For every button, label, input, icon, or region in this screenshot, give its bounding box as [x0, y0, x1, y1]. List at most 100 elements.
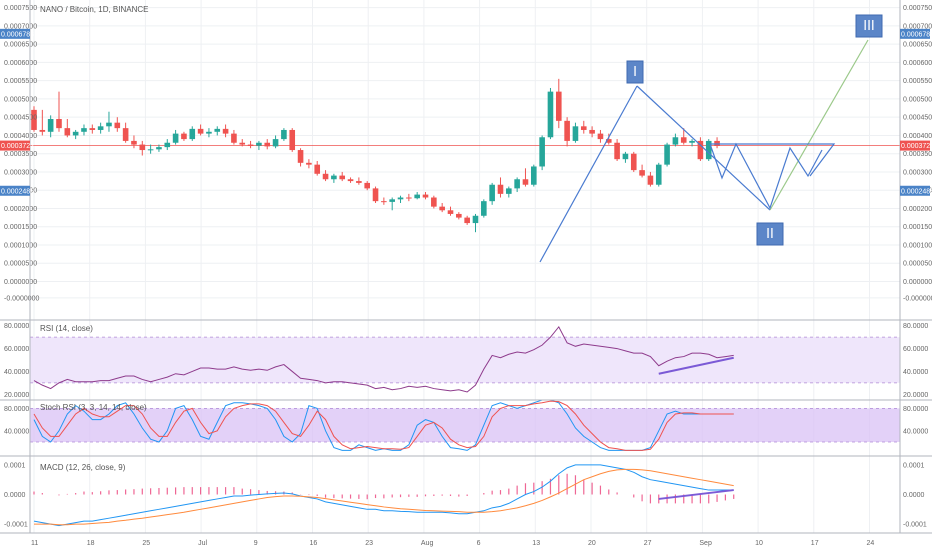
candle-body: [97, 126, 104, 130]
candle-body: [547, 91, 554, 138]
price-tick-right: 0.0001000: [903, 242, 932, 249]
candle-body: [214, 128, 221, 132]
candle-body: [614, 142, 620, 160]
candle-body: [356, 181, 362, 183]
price-tick-right: 0.0002000: [903, 206, 932, 213]
price-tick-left: 0.0006500: [4, 42, 37, 49]
price-tick-right: 0.0007000: [903, 23, 932, 30]
candle-body: [439, 206, 445, 211]
rsi-pane: [30, 325, 900, 393]
candle-body: [189, 128, 196, 140]
candle-body: [664, 144, 670, 165]
candle-body: [347, 179, 354, 182]
stoch-pane-tick-right: 80.0000: [903, 406, 928, 413]
candle-body: [622, 153, 629, 160]
candle-body: [297, 150, 304, 163]
candle-body: [239, 142, 246, 145]
candle-body: [497, 184, 504, 194]
candle-body: [431, 197, 437, 207]
price-badge-right: [900, 28, 930, 39]
rsi-pane-tick-left: 20.0000: [4, 392, 29, 399]
rsi-pane-tick-right: 40.0000: [903, 369, 928, 376]
candle-body: [672, 137, 679, 145]
candle-body: [422, 194, 429, 198]
grid: [30, 0, 900, 533]
candle-body: [414, 194, 420, 199]
date-tick: 10: [755, 540, 763, 547]
date-tick: Sep: [699, 540, 712, 547]
macd-pane-tick-right: -0.0001: [903, 522, 927, 529]
rsi-pane-tick-left: 80.0000: [4, 323, 29, 330]
candle-body: [506, 188, 512, 194]
candle-body: [464, 217, 470, 224]
macd-title: MACD (12, 26, close, 9): [40, 463, 126, 472]
candle-body: [47, 119, 54, 132]
candle-body: [231, 133, 237, 143]
date-tick: 11: [31, 540, 38, 547]
candle-body: [156, 147, 162, 150]
candle-body: [222, 128, 229, 134]
price-tick-right: 0.0000500: [903, 261, 932, 268]
price-tick-left: 0.0007500: [4, 5, 37, 12]
candle-body: [655, 164, 662, 185]
price-tick-right: 0.0005000: [903, 96, 932, 103]
price-tick-right: 0.0006000: [903, 60, 932, 67]
macd-pane-tick-right: 0.0000: [903, 492, 925, 499]
wave-label: III: [863, 19, 875, 34]
candle-body: [522, 179, 529, 185]
candle-body: [580, 126, 587, 130]
wave-line: [539, 85, 638, 263]
candle-body: [639, 170, 645, 176]
wave-line: [769, 39, 869, 211]
price-badge-left: [0, 185, 30, 196]
candle-body: [164, 142, 171, 148]
candle-body: [147, 149, 154, 151]
candle-body: [197, 128, 204, 134]
wave-label: II: [766, 227, 774, 242]
stoch-pane-tick-left: 80.0000: [4, 406, 29, 413]
candle-body: [72, 131, 79, 136]
price-badge-left: [0, 28, 30, 39]
price-tick-right: 0.0005500: [903, 78, 932, 85]
candle-body: [281, 129, 287, 140]
price-tick-right: 0.0007500: [903, 5, 932, 12]
candle-body: [705, 140, 712, 160]
candle-body: [314, 164, 321, 174]
price-badge-left-text: 0.0002485: [1, 188, 34, 195]
macd-pane-tick-right: 0.0001: [903, 462, 925, 469]
price-tick-right: 0.0003500: [903, 151, 932, 158]
macd-pane-tick-left: 0.0001: [4, 462, 26, 469]
candle-body: [339, 175, 346, 180]
candle-body: [447, 210, 454, 214]
candle-body: [114, 122, 121, 129]
date-tick: 23: [365, 540, 373, 547]
price-badge-right: [900, 185, 930, 196]
last-price-badge-left-text: 0.0003722: [1, 143, 34, 150]
candle-body: [389, 199, 395, 202]
stoch-pane: [30, 399, 900, 451]
rsi-pane-tick-right: 20.0000: [903, 392, 928, 399]
price-tick-left: 0.0001500: [4, 224, 37, 231]
wave-line: [636, 85, 771, 211]
candle-body: [131, 140, 137, 145]
stoch-pane-tick-left: 40.0000: [4, 428, 29, 435]
price-tick-right: 0.0006500: [903, 42, 932, 49]
candle-body: [381, 201, 387, 203]
macd-signal-line: [34, 468, 734, 526]
date-tick: 27: [644, 540, 652, 547]
last-price-badge-right-text: 0.0003722: [901, 143, 932, 150]
price-tick-left: 0.0004500: [4, 115, 37, 122]
macd-pane-tick-left: 0.0000: [4, 492, 26, 499]
last-price-badge-right: [900, 140, 930, 151]
price-tick-right: -0.0000000: [903, 295, 932, 302]
stoch-rsi-title: Stoch RSI (3, 3, 14, 14, close): [40, 403, 147, 412]
candle-body: [406, 197, 412, 199]
wave-label-box: [855, 14, 883, 38]
candlesticks: [31, 78, 720, 233]
macd-pane-tick-left: -0.0001: [4, 522, 28, 529]
price-tick-right: 0.0000000: [903, 279, 932, 286]
